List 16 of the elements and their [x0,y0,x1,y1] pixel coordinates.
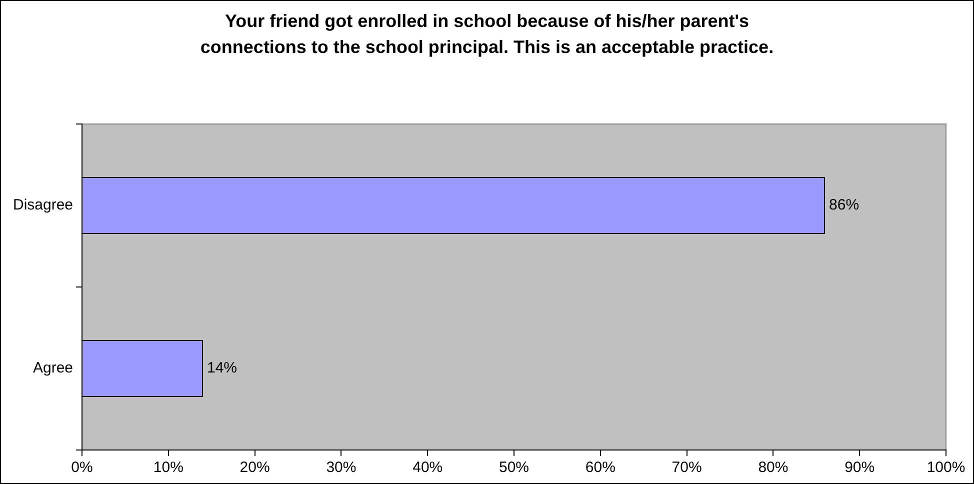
x-tick-label: 10% [153,459,184,476]
x-tick-label: 20% [240,459,270,476]
data-label: 86% [829,196,860,214]
x-tick-label: 60% [585,459,616,476]
data-label: 14% [206,360,238,377]
y-tick-label: Disagree [13,196,74,214]
x-tick-label: 40% [412,459,443,476]
x-tick-label: 70% [672,459,702,476]
chart-title: Your friend got enrolled in school because of his/her parent's connections to the school principal. This is an acceptable practice. [199,10,775,59]
x-tick-label: 0% [71,459,93,476]
x-tick-label: 90% [844,459,875,476]
x-tick-label: 50% [499,459,530,476]
x-tick-label: 80% [758,459,788,476]
x-tick-label: 30% [326,459,356,476]
x-tick-label: 100% [926,459,966,476]
y-tick-label: Agree [33,360,74,377]
